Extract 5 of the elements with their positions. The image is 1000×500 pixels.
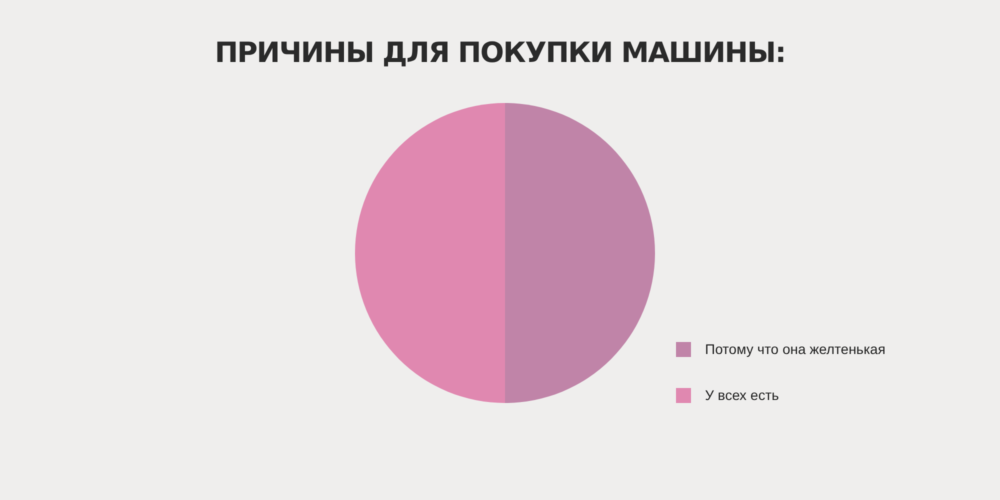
pie-slice — [355, 103, 505, 403]
legend-label: У всех есть — [705, 387, 779, 403]
chart-title: ПРИЧИНЫ ДЛЯ ПОКУПКИ МАШИНЫ: — [214, 36, 786, 69]
pie-slice — [505, 103, 655, 403]
legend-label: Потому что она желтенькая — [705, 341, 886, 357]
